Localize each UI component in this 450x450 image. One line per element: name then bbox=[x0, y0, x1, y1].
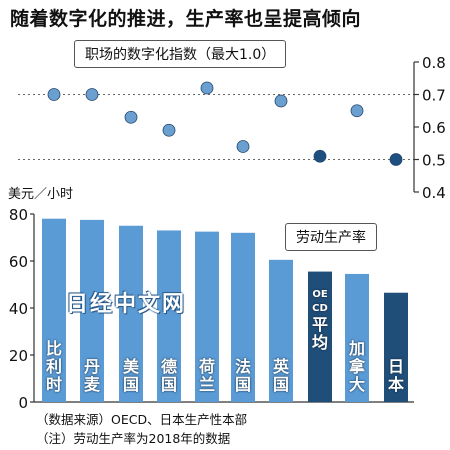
bar-label-9: 日本 bbox=[387, 357, 404, 394]
productivity-bar-8 bbox=[345, 273, 369, 402]
bar-label-0: 比利时 bbox=[45, 339, 62, 394]
bar-label-1: 丹麦 bbox=[83, 357, 100, 394]
productivity-bar-9 bbox=[384, 292, 408, 402]
index-point-9 bbox=[389, 153, 403, 166]
productivity-bar-5 bbox=[231, 232, 255, 402]
index-point-0 bbox=[47, 88, 61, 101]
productivity-y-tick-label-1: 60 bbox=[9, 253, 28, 271]
bar-label-6: 英国 bbox=[272, 357, 289, 394]
index-y-tick-label-2: 0.6 bbox=[422, 119, 446, 137]
digitalization-index-label: 职场的数字化指数（最大1.0） bbox=[74, 40, 287, 68]
index-point-8 bbox=[350, 104, 364, 118]
productivity-bar-4 bbox=[195, 231, 219, 402]
productivity-bar-0 bbox=[42, 218, 66, 402]
productivity-y-tick-label-3: 20 bbox=[9, 347, 28, 365]
index-point-3 bbox=[162, 123, 176, 137]
bar-label-3: 德国 bbox=[160, 357, 177, 394]
index-y-tick-label-3: 0.5 bbox=[422, 152, 446, 170]
source-note: （数据来源）OECD、日本生产性本部 bbox=[36, 412, 248, 427]
index-point-6 bbox=[274, 94, 288, 108]
index-point-1 bbox=[85, 88, 99, 101]
bar-label-7: OECD 平均 bbox=[310, 288, 330, 352]
bar-label-oecd-letters: OECD bbox=[312, 288, 328, 314]
productivity-y-tick-label-2: 40 bbox=[9, 300, 28, 318]
bar-label-8: 加拿大 bbox=[348, 339, 365, 394]
index-point-5 bbox=[236, 140, 250, 153]
productivity-bar-6 bbox=[269, 259, 293, 402]
productivity-bar-3 bbox=[157, 230, 181, 402]
labor-productivity-label: 劳动生产率 bbox=[285, 223, 377, 251]
productivity-unit-label: 美元／小时 bbox=[8, 187, 74, 202]
productivity-bar-2 bbox=[119, 225, 143, 402]
index-point-2 bbox=[124, 110, 138, 124]
index-y-tick-label-0: 0.8 bbox=[422, 54, 446, 72]
productivity-bar-7 bbox=[308, 271, 332, 402]
bar-label-5: 法国 bbox=[234, 357, 251, 394]
bar-label-2: 美国 bbox=[122, 357, 139, 394]
chart-title: 随着数字化的推进，生产率也呈提高倾向 bbox=[10, 8, 362, 30]
watermark-logo: 日经中文网 bbox=[66, 292, 187, 317]
productivity-y-tick-label-0: 80 bbox=[9, 206, 28, 224]
productivity-y-tick-label-4: 0 bbox=[18, 394, 28, 412]
index-point-7 bbox=[313, 149, 327, 163]
bar-label-oecd-average: 平均 bbox=[311, 314, 328, 352]
footnote: （注）劳动生产率为2018年的数据 bbox=[36, 431, 231, 446]
index-point-4 bbox=[200, 81, 214, 95]
productivity-bar-1 bbox=[80, 219, 104, 402]
bar-label-4: 荷兰 bbox=[198, 357, 215, 394]
index-y-tick-label-1: 0.7 bbox=[422, 87, 446, 105]
index-y-tick-label-4: 0.4 bbox=[422, 184, 446, 202]
